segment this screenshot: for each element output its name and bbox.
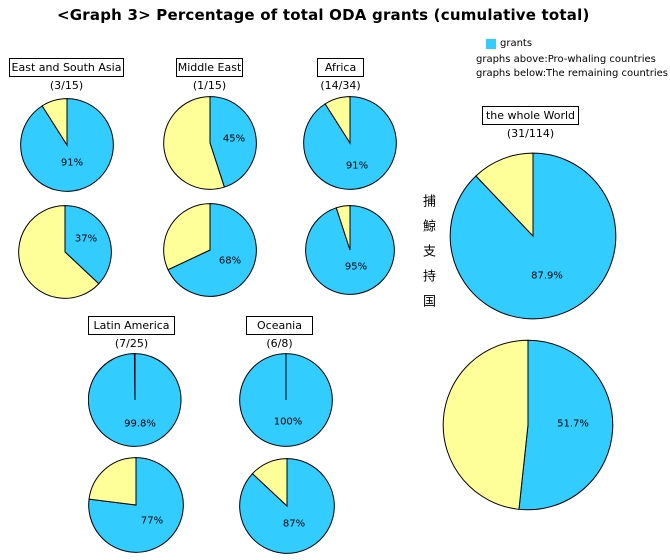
pie-latin-america-below: 77% <box>88 457 184 553</box>
pie-value-label: 95% <box>344 261 368 273</box>
group-ratio: (3/15) <box>49 79 84 92</box>
group-ratio: (7/25) <box>114 337 149 350</box>
group-header-africa: Africa (14/34) <box>317 58 364 92</box>
pie-svg <box>442 339 614 511</box>
group-ratio: (14/34) <box>320 79 361 92</box>
group-header-whole-world: the whole World (31/114) <box>482 106 579 140</box>
pie-value-label: 87.9% <box>531 270 563 282</box>
group-title: Middle East <box>176 58 243 77</box>
legend: grants graphs above:Pro-whaling countrie… <box>476 37 668 81</box>
pie-value-label: 87% <box>282 518 306 530</box>
remaining-slice <box>325 97 350 143</box>
remaining-slice <box>336 206 350 250</box>
pie-svg <box>163 96 257 190</box>
pie-east-and-south-asia-above: 91% <box>20 98 114 192</box>
grants-swatch-icon <box>486 39 496 49</box>
group-ratio: (31/114) <box>506 127 555 140</box>
pie-svg <box>303 96 397 190</box>
group-title: Latin America <box>88 316 175 335</box>
pie-svg <box>239 458 335 554</box>
group-ratio: (6/8) <box>266 337 293 350</box>
chart-title: <Graph 3> Percentage of total ODA grants… <box>57 6 590 24</box>
group-title: Oceania <box>246 316 313 335</box>
remaining-slice <box>164 97 225 190</box>
remaining-slice <box>134 354 135 400</box>
pie-svg <box>239 353 333 447</box>
pie-value-label: 100% <box>273 416 303 428</box>
group-title: the whole World <box>482 106 579 125</box>
pie-oceania-above: 100% <box>239 353 333 447</box>
grants-slice <box>210 97 256 187</box>
pie-africa-below: 95% <box>305 205 395 295</box>
pie-value-label: 91% <box>60 157 84 169</box>
pie-value-label: 37% <box>74 233 98 245</box>
grants-slice <box>65 206 111 284</box>
pie-value-label: 68% <box>218 255 242 267</box>
group-header-middle-east: Middle East (1/15) <box>176 58 243 92</box>
pie-svg <box>18 205 112 299</box>
pie-middle-east-below: 68% <box>163 203 257 297</box>
pie-whole-world-above: 87.9% <box>449 152 617 320</box>
remaining-slice <box>443 340 528 509</box>
legend-grants-label: grants <box>500 38 533 49</box>
remaining-slice <box>164 204 210 270</box>
pie-oceania-below: 87% <box>239 458 335 554</box>
remaining-slice <box>252 459 287 506</box>
pie-svg <box>20 98 114 192</box>
remaining-slice <box>19 206 99 299</box>
group-header-oceania: Oceania (6/8) <box>246 316 313 350</box>
pie-value-label: 77% <box>140 515 164 527</box>
group-header-east-and-south-asia: East and South Asia (3/15) <box>9 58 124 92</box>
pie-svg <box>88 353 182 447</box>
pie-africa-above: 91% <box>303 96 397 190</box>
legend-note-above: graphs above:Pro-whaling countries <box>476 54 656 65</box>
group-header-latin-america: Latin America (7/25) <box>88 316 175 350</box>
pie-svg <box>163 203 257 297</box>
pie-latin-america-above: 99.8% <box>88 353 182 447</box>
legend-note-below: graphs below:The remaining countries <box>476 68 668 79</box>
pie-value-label: 99.8% <box>124 418 156 430</box>
pro-whaling-vertical-label: 捕鯨支持国 <box>420 194 435 319</box>
pie-east-and-south-asia-below: 37% <box>18 205 112 299</box>
remaining-slice <box>42 99 67 145</box>
group-title: East and South Asia <box>9 58 124 77</box>
pie-svg <box>88 457 184 553</box>
pie-svg <box>305 205 395 295</box>
pie-value-label: 51.7% <box>557 418 589 430</box>
grants-slice <box>519 340 613 510</box>
group-ratio: (1/15) <box>192 79 227 92</box>
pie-middle-east-above: 45% <box>163 96 257 190</box>
pie-value-label: 91% <box>345 160 369 172</box>
group-title: Africa <box>317 58 364 77</box>
pie-value-label: 45% <box>222 133 246 145</box>
remaining-slice <box>476 153 533 236</box>
grants-slice <box>168 204 256 297</box>
remaining-slice <box>89 458 136 505</box>
pie-svg <box>449 152 617 320</box>
pie-whole-world-below: 51.7% <box>442 339 614 511</box>
